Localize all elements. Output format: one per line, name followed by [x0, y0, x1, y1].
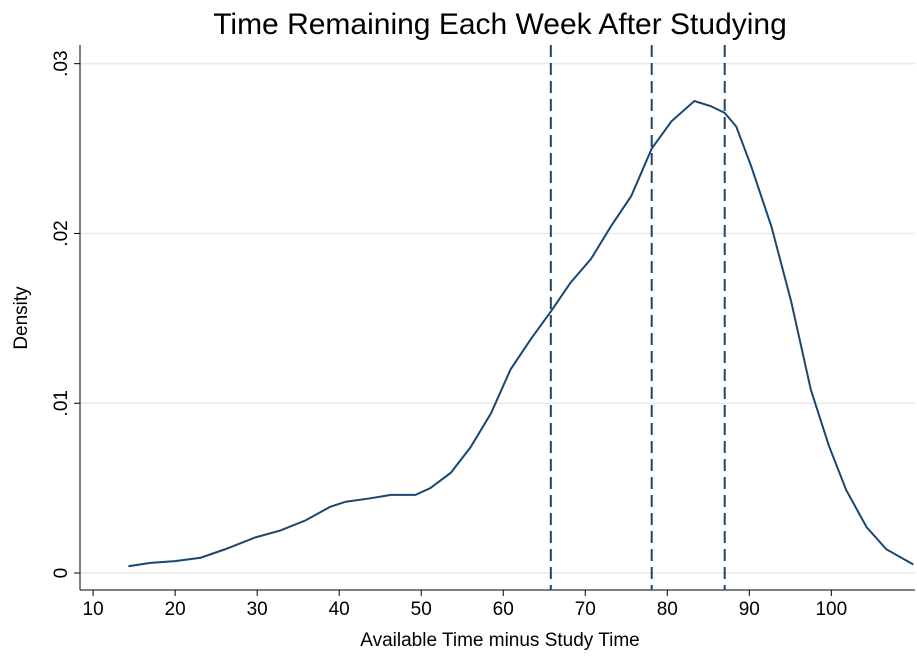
- x-tick-label: 30: [247, 599, 268, 620]
- x-tick-label: 70: [575, 599, 596, 620]
- x-tick-label: 10: [83, 599, 104, 620]
- y-axis-label: Density: [11, 286, 32, 350]
- x-tick-label: 20: [165, 599, 186, 620]
- density-line: [128, 99, 914, 568]
- x-tick-label: 40: [329, 599, 350, 620]
- y-tick-label: .03: [51, 50, 72, 76]
- x-tick-label: 50: [411, 599, 432, 620]
- chart-title: Time Remaining Each Week After Studying: [213, 8, 787, 41]
- x-tick-label: 90: [739, 599, 760, 620]
- y-tick-label: 0: [51, 568, 72, 579]
- x-tick-label: 100: [815, 599, 847, 620]
- x-axis-label: Available Time minus Study Time: [360, 630, 640, 651]
- x-tick-label: 80: [657, 599, 678, 620]
- y-tick-label: .01: [51, 390, 72, 416]
- x-tick-label: 60: [493, 599, 514, 620]
- y-tick-label: .02: [51, 220, 72, 246]
